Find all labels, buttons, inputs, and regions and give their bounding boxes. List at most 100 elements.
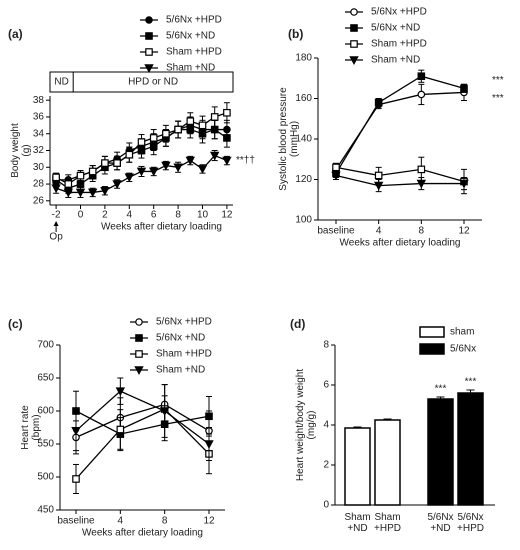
x-tick-label-line: Sham <box>374 512 400 523</box>
marker <box>76 171 85 180</box>
legend-label: Sham +ND <box>371 55 420 66</box>
y-tick-label: 2 <box>323 460 329 471</box>
marker <box>135 334 143 342</box>
phase-label: HPD or ND <box>128 77 178 88</box>
marker <box>135 350 143 358</box>
marker <box>51 184 61 194</box>
marker <box>145 32 153 40</box>
marker <box>223 134 231 142</box>
y-tick-label: 38 <box>33 95 45 106</box>
phase-box <box>49 71 234 93</box>
marker <box>173 163 183 173</box>
marker <box>145 16 153 24</box>
x-tick-label: baseline <box>57 516 95 527</box>
series-line <box>75 408 210 480</box>
series-line <box>335 91 465 170</box>
y-tick-label: 30 <box>33 162 45 173</box>
annotation: **†† <box>236 155 255 166</box>
marker <box>186 117 195 125</box>
y-tick-label: 160 <box>295 93 312 104</box>
x-tick-label: 12 <box>203 516 215 527</box>
marker <box>124 173 135 183</box>
panel-label: (d) <box>290 317 305 331</box>
marker <box>417 72 426 81</box>
bar <box>344 427 371 506</box>
x-tick-label: Sham +ND <box>344 512 370 534</box>
y-tick-label: 650 <box>37 373 54 384</box>
legend-label: 5/6Nx +HPD <box>166 15 222 26</box>
marker <box>417 165 426 174</box>
marker <box>159 407 170 416</box>
marker <box>161 161 171 171</box>
marker <box>137 138 146 146</box>
y-tick-label: 450 <box>37 505 54 516</box>
marker <box>87 188 98 198</box>
annotation: *** <box>492 75 504 86</box>
x-tick-label: 5/6Nx +HPD <box>457 512 484 534</box>
legend-label: 5/6Nx +HPD <box>371 7 427 18</box>
x-tick-label: 6 <box>151 210 157 221</box>
marker <box>88 167 97 176</box>
y-axis-label-line: Heart rate <box>20 405 31 450</box>
op-arrowhead <box>53 221 59 226</box>
marker <box>113 159 121 167</box>
x-tick-label-line: +HPD <box>374 523 401 534</box>
marker <box>198 121 207 130</box>
y-tick-label: 26 <box>33 195 45 206</box>
marker <box>349 56 359 65</box>
x-tick-label: 2 <box>102 210 108 221</box>
marker <box>374 171 383 180</box>
phase-label: ND <box>54 77 68 88</box>
x-tick-label-line: +HPD <box>457 523 484 534</box>
series-line <box>75 403 210 438</box>
panel-label: (a) <box>8 27 23 41</box>
marker <box>63 188 74 198</box>
y-tick-label: 36 <box>33 112 45 123</box>
marker <box>72 475 80 483</box>
x-axis-label: Weeks after dietary loading <box>340 238 461 249</box>
marker <box>460 84 468 93</box>
legend-swatch <box>419 326 445 338</box>
y-tick-label: 4 <box>323 420 329 431</box>
legend-swatch <box>419 343 445 355</box>
x-tick-label: 12 <box>458 226 470 237</box>
marker <box>416 179 427 189</box>
x-tick-label: -2 <box>52 210 61 221</box>
marker <box>210 113 219 121</box>
marker <box>350 8 358 16</box>
y-tick-label: 100 <box>295 215 312 226</box>
bar <box>374 419 401 506</box>
series-line <box>75 390 210 445</box>
marker <box>417 90 426 99</box>
y-tick-label: 6 <box>323 380 329 391</box>
y-tick-label: 34 <box>33 128 45 139</box>
panel-label: (b) <box>288 27 303 41</box>
marker <box>205 412 213 421</box>
x-tick-label: 4 <box>376 226 382 237</box>
marker <box>350 40 358 48</box>
x-tick-label: 8 <box>162 516 168 527</box>
marker <box>332 163 340 172</box>
annotation: *** <box>465 377 477 388</box>
y-axis-label-line: Systolic blood pressure <box>278 87 289 191</box>
marker <box>374 98 383 107</box>
marker <box>174 125 182 134</box>
legend-label: Sham +HPD <box>371 39 427 50</box>
marker <box>76 180 85 188</box>
marker <box>222 156 232 166</box>
marker <box>144 64 154 73</box>
legend-label: 5/6Nx +ND <box>156 333 205 344</box>
marker <box>459 179 469 189</box>
marker <box>204 440 214 449</box>
y-axis-label-line: (mg/g) <box>306 411 317 440</box>
y-tick-label: 0 <box>323 500 329 511</box>
marker <box>135 318 143 326</box>
x-tick-label: 4 <box>127 210 133 221</box>
op-label: Op <box>49 232 63 243</box>
marker <box>125 150 134 159</box>
marker <box>350 24 358 32</box>
y-axis-label-line: (mmHg) <box>289 121 300 157</box>
marker <box>100 186 110 196</box>
y-axis-label-line: Body weight <box>10 123 21 178</box>
marker <box>101 159 109 167</box>
